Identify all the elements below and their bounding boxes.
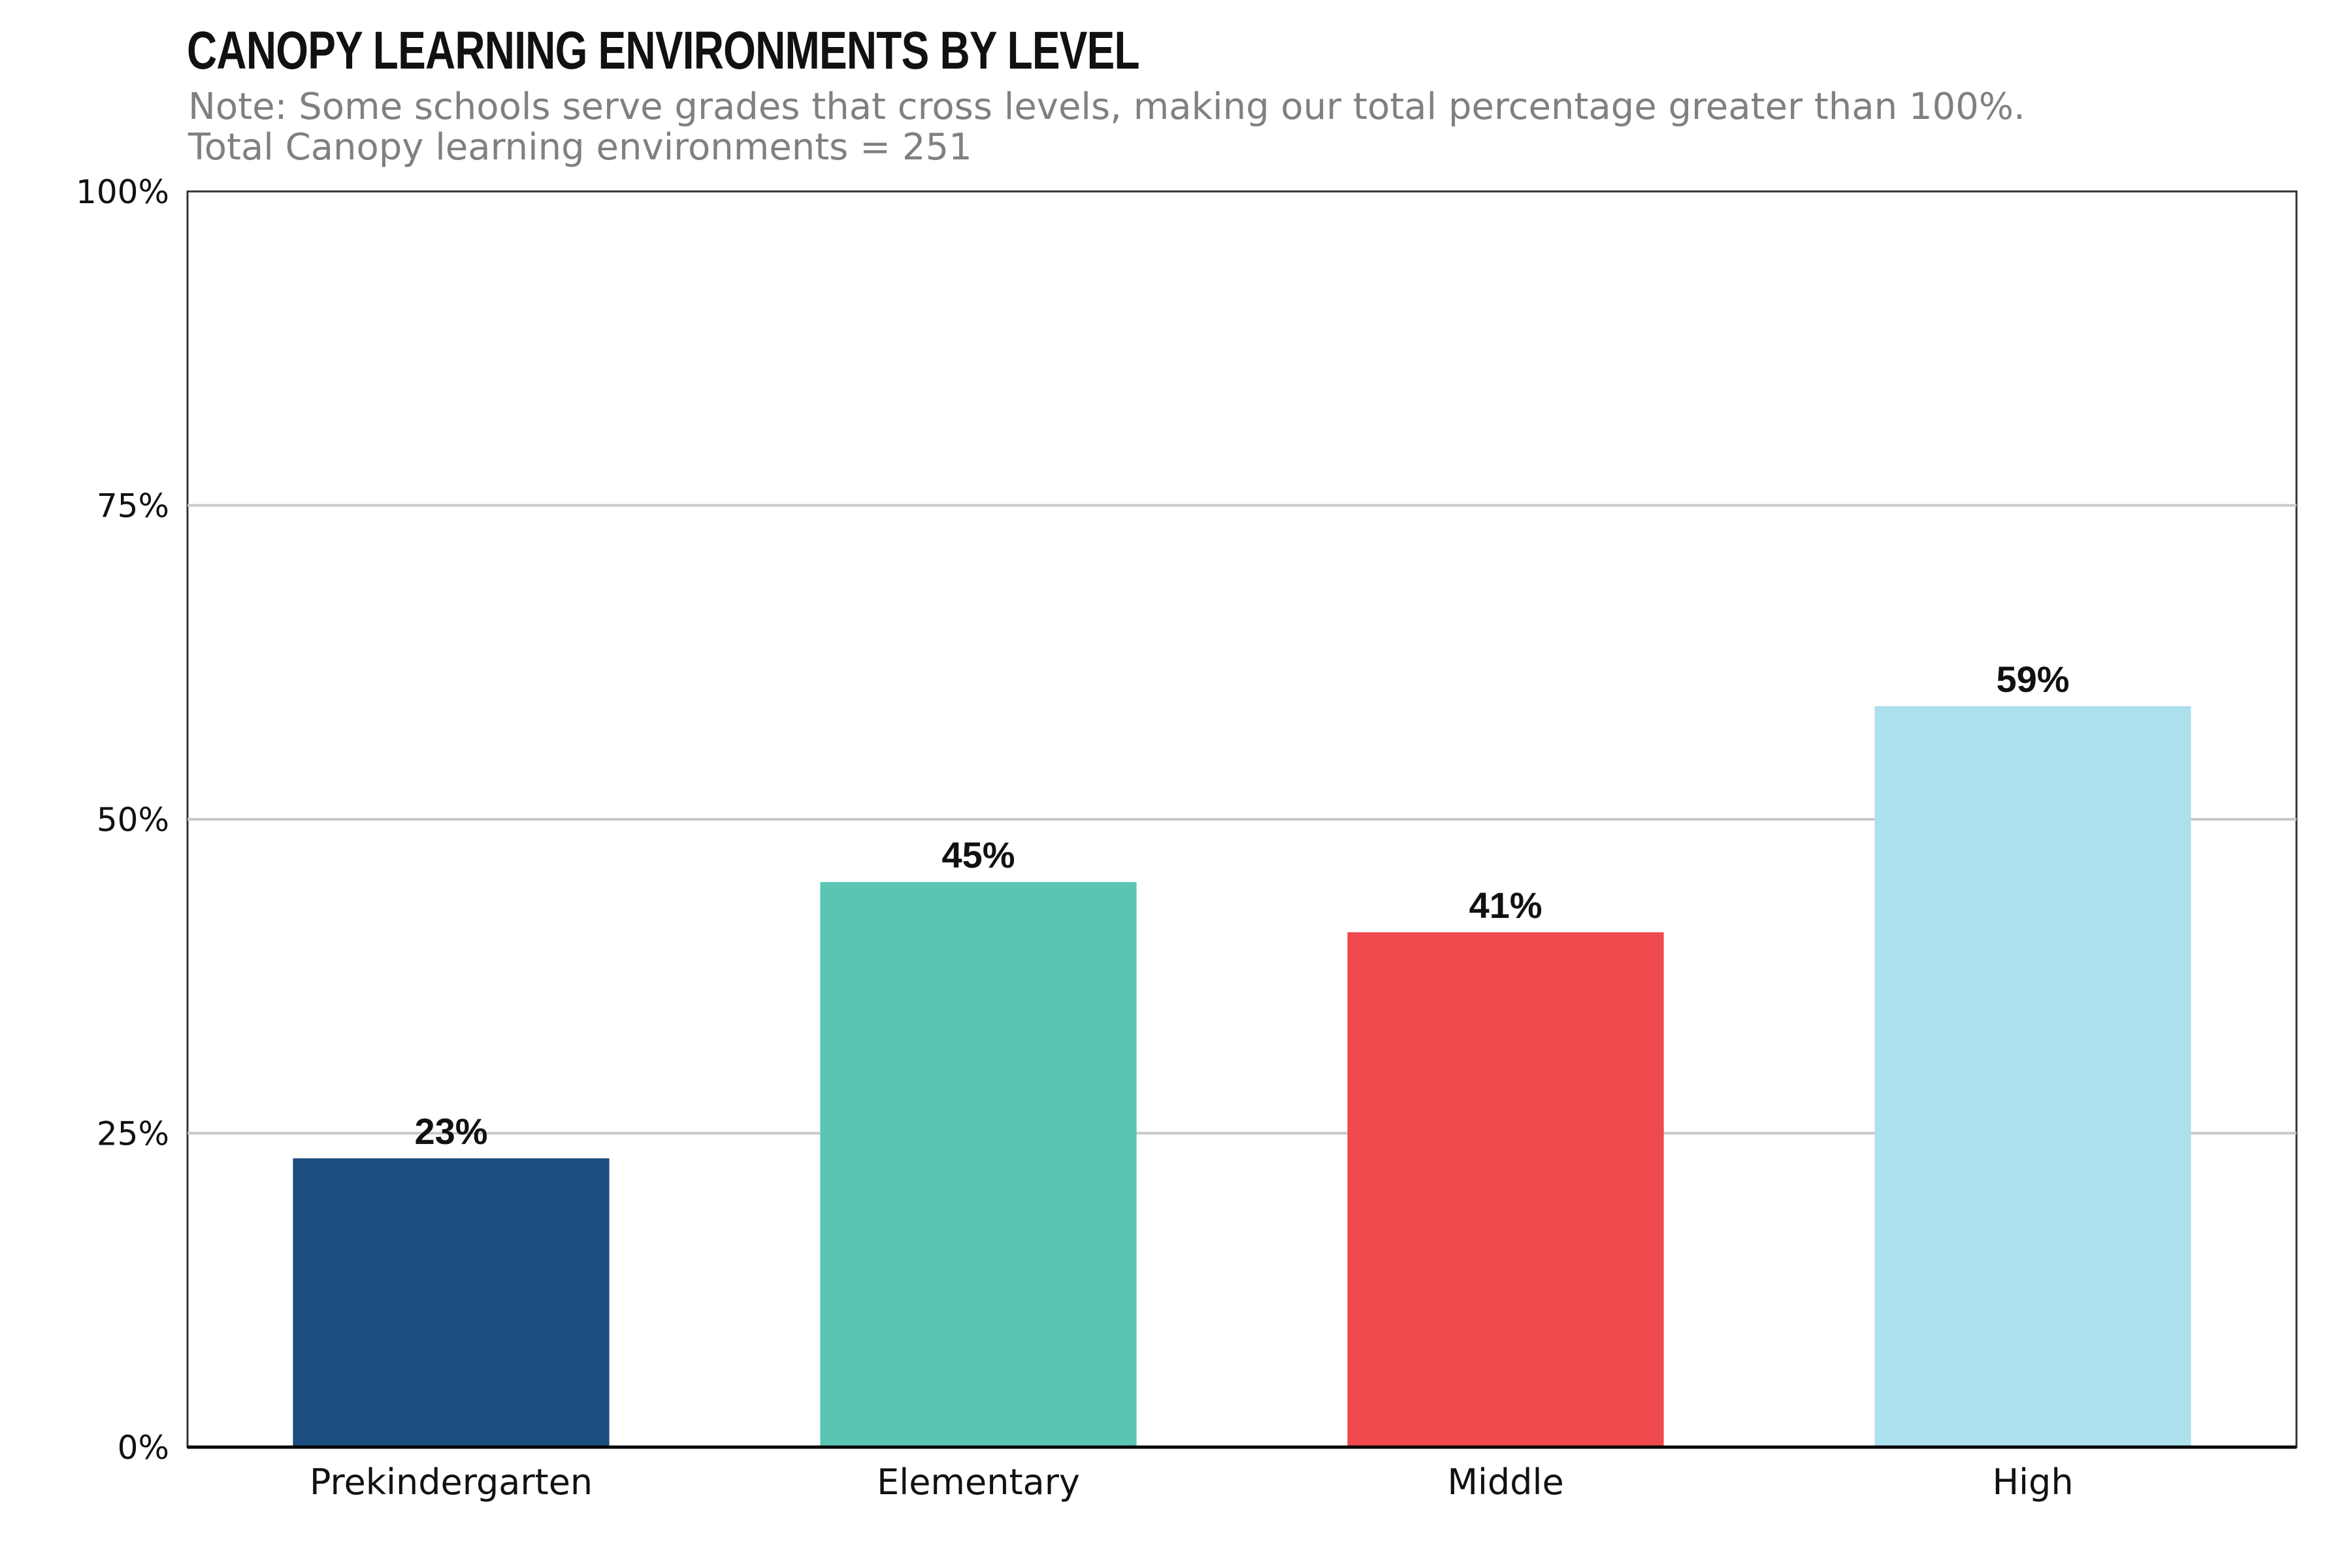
chart-subtitle-total: Total Canopy learning environments = 251 bbox=[188, 126, 972, 169]
data-label-middle: 41% bbox=[1469, 885, 1542, 926]
y-tick-label-75: 75% bbox=[97, 487, 169, 525]
data-label-high: 59% bbox=[1996, 659, 2069, 700]
chart-subtitle-note: Note: Some schools serve grades that cro… bbox=[188, 86, 2025, 128]
x-tick-label-prekindergarten: Prekindergarten bbox=[310, 1462, 593, 1503]
x-tick-label-middle: Middle bbox=[1447, 1462, 1563, 1503]
chart-title: CANOPY LEARNING ENVIRONMENTS BY LEVEL bbox=[187, 21, 1140, 80]
bar-prekindergarten bbox=[293, 1158, 610, 1447]
y-tick-label-50: 50% bbox=[97, 801, 169, 839]
data-label-elementary: 45% bbox=[941, 834, 1015, 875]
y-tick-label-100: 100% bbox=[76, 173, 169, 211]
data-label-prekindergarten: 23% bbox=[414, 1111, 487, 1152]
x-tick-label-high: High bbox=[1992, 1462, 2073, 1503]
bar-high bbox=[1874, 706, 2191, 1447]
x-tick-label-elementary: Elementary bbox=[877, 1462, 1080, 1503]
bar-elementary bbox=[820, 882, 1137, 1447]
y-tick-label-25: 25% bbox=[97, 1115, 169, 1153]
y-tick-label-0: 0% bbox=[118, 1429, 169, 1467]
bar-middle bbox=[1347, 932, 1664, 1447]
